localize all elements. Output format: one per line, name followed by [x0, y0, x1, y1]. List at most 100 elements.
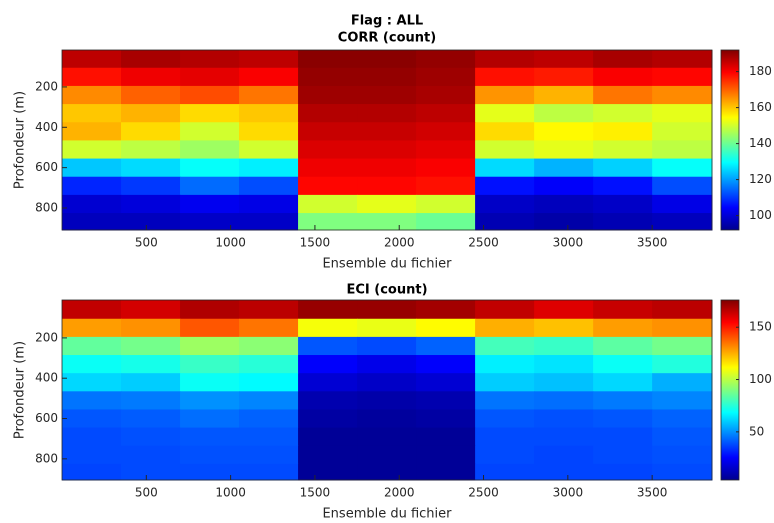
x-tick-label: 1500 — [300, 486, 331, 500]
heat-cell — [475, 176, 535, 196]
heat-cell — [593, 176, 653, 196]
heat-cell — [121, 158, 181, 178]
heat-cell — [534, 355, 594, 374]
heat-cell — [416, 463, 476, 481]
heat-cell — [357, 50, 417, 69]
heat-cell — [534, 463, 594, 481]
heat-cell — [62, 318, 122, 338]
heat-cell — [593, 336, 653, 356]
heat-cell — [121, 213, 181, 231]
heat-cell — [534, 140, 594, 160]
heat-cell — [180, 85, 240, 105]
heat-cell — [180, 318, 240, 338]
heat-cell — [239, 336, 299, 356]
heat-cell — [593, 104, 653, 123]
heat-cell — [534, 194, 594, 214]
heat-cell — [357, 463, 417, 481]
heat-cell — [652, 176, 713, 196]
colorbar-tick-label: 160 — [749, 100, 772, 114]
heat-cell — [652, 194, 713, 214]
heat-cell — [534, 445, 594, 465]
colorbar — [720, 49, 740, 231]
heat-cell — [298, 463, 358, 481]
heat-cell — [475, 85, 535, 105]
heat-cell — [416, 122, 476, 141]
heat-cell — [298, 158, 358, 178]
x-tick-label: 1000 — [215, 236, 246, 250]
heat-cell — [534, 50, 594, 69]
heat-cell — [593, 85, 653, 105]
heat-cell — [239, 463, 299, 481]
heat-cell — [652, 213, 713, 231]
heat-cell — [62, 213, 122, 231]
heat-cell — [298, 104, 358, 123]
colorbar-tick-label: 100 — [749, 372, 772, 386]
heat-cell — [298, 176, 358, 196]
heat-cell — [534, 300, 594, 320]
heat-cell — [180, 122, 240, 141]
heat-cell — [62, 427, 122, 447]
x-tick-label: 2500 — [468, 486, 499, 500]
heat-cell — [652, 85, 713, 105]
heat-cell — [239, 300, 299, 320]
heat-cell — [239, 176, 299, 196]
heat-cell — [593, 67, 653, 87]
heat-cell — [593, 213, 653, 231]
heat-cell — [239, 427, 299, 447]
heat-cell — [416, 50, 476, 69]
heat-cell — [357, 373, 417, 392]
heat-cell — [62, 176, 122, 196]
y-tick-label: 200 — [35, 79, 58, 93]
heat-cell — [534, 336, 594, 356]
heat-cell — [239, 373, 299, 392]
heat-cell — [652, 445, 713, 465]
heat-cell — [593, 140, 653, 160]
heat-cell — [416, 318, 476, 338]
heat-cell — [652, 67, 713, 87]
heat-cell — [534, 158, 594, 178]
heat-cell — [416, 427, 476, 447]
heat-cell — [180, 463, 240, 481]
heat-cell — [416, 158, 476, 178]
heat-cell — [121, 318, 181, 338]
heat-cell — [298, 194, 358, 214]
heat-cell — [593, 445, 653, 465]
heat-cell — [239, 104, 299, 123]
heat-cell — [416, 355, 476, 374]
x-tick-label: 2000 — [384, 236, 415, 250]
heat-cell — [180, 50, 240, 69]
plot-frame — [61, 49, 713, 231]
heat-cell — [593, 463, 653, 481]
heat-cell — [239, 409, 299, 429]
heat-cell — [416, 445, 476, 465]
heat-cell — [534, 104, 594, 123]
heat-cell — [593, 300, 653, 320]
heat-cell — [534, 318, 594, 338]
x-tick-label: 1500 — [300, 236, 331, 250]
heat-cell — [416, 194, 476, 214]
heat-cell — [121, 176, 181, 196]
heat-cell — [593, 122, 653, 141]
heat-cell — [239, 194, 299, 214]
heat-cell — [121, 85, 181, 105]
heat-cell — [180, 300, 240, 320]
heat-cell — [62, 104, 122, 123]
heat-cell — [416, 409, 476, 429]
x-tick-label: 500 — [135, 236, 158, 250]
heat-cell — [475, 445, 535, 465]
heat-cell — [62, 158, 122, 178]
heat-cell — [298, 391, 358, 410]
heat-cell — [357, 409, 417, 429]
heat-cell — [357, 213, 417, 231]
heat-cell — [475, 427, 535, 447]
heat-cell — [180, 158, 240, 178]
heat-cell — [475, 318, 535, 338]
x-tick-label: 3500 — [637, 486, 668, 500]
chart-title: Flag : ALL — [351, 14, 423, 29]
heat-cell — [239, 122, 299, 141]
heat-cell — [357, 355, 417, 374]
heat-cell — [180, 140, 240, 160]
heat-cell — [298, 67, 358, 87]
heat-cell — [475, 336, 535, 356]
